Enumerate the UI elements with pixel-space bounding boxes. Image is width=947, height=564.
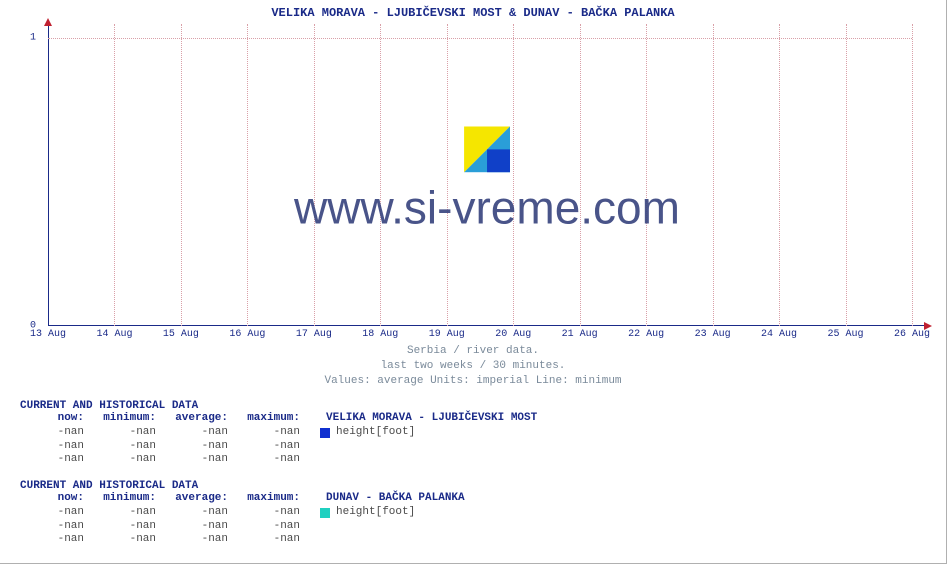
x-axis (48, 325, 926, 326)
data-cell: -nan (236, 506, 308, 520)
gridline-v (447, 24, 448, 326)
col-average: average: (164, 492, 236, 506)
gridline-h (48, 38, 912, 39)
title-left: VELIKA MORAVA - LJUBIČEVSKI MOST (271, 6, 501, 20)
data-cell: -nan (92, 520, 164, 534)
data-row: -nan-nan-nan-nan (20, 520, 465, 534)
gridline-v (247, 24, 248, 326)
data-cell: -nan (20, 440, 92, 454)
series-label-text: height[foot] (336, 506, 415, 520)
data-cell: -nan (20, 506, 92, 520)
data-cell: -nan (164, 520, 236, 534)
section-1-header-row: now: minimum: average: maximum: VELIKA M… (20, 412, 537, 426)
title-sep: & (502, 6, 524, 20)
gridline-v (580, 24, 581, 326)
data-cell: -nan (20, 426, 92, 440)
col-minimum: minimum: (92, 412, 164, 426)
gridline-v (646, 24, 647, 326)
data-cell: -nan (92, 453, 164, 467)
data-section-1: CURRENT AND HISTORICAL DATA now: minimum… (20, 400, 537, 467)
x-tick-label: 14 Aug (96, 329, 132, 340)
data-cell: -nan (236, 426, 308, 440)
logo-svg (464, 126, 510, 172)
data-cell: -nan (20, 453, 92, 467)
data-cell: -nan (236, 440, 308, 454)
data-cell: -nan (236, 533, 308, 547)
data-cell: -nan (164, 440, 236, 454)
y-axis-arrow-icon (44, 18, 52, 26)
x-tick-label: 19 Aug (429, 329, 465, 340)
x-tick-label: 21 Aug (562, 329, 598, 340)
data-cell: -nan (164, 426, 236, 440)
section-1-station: VELIKA MORAVA - LJUBIČEVSKI MOST (326, 412, 537, 426)
data-row: -nan-nan-nan-nan (20, 453, 537, 467)
logo-icon (464, 126, 510, 172)
gridline-v (181, 24, 182, 326)
data-cell: -nan (20, 533, 92, 547)
data-cell: -nan (92, 506, 164, 520)
watermark: www.si-vreme.com (294, 126, 680, 234)
data-cell: -nan (20, 520, 92, 534)
y-tick-label: 1 (30, 33, 36, 44)
data-cell: -nan (164, 506, 236, 520)
chart-captions: Serbia / river data. last two weeks / 30… (0, 344, 946, 389)
x-tick-label: 24 Aug (761, 329, 797, 340)
gridline-v (314, 24, 315, 326)
data-cell: -nan (92, 533, 164, 547)
x-tick-label: 18 Aug (362, 329, 398, 340)
x-tick-label: 16 Aug (229, 329, 265, 340)
data-row: -nan-nan-nan-nanheight[foot] (20, 506, 465, 520)
data-cell: -nan (164, 453, 236, 467)
x-tick-label: 25 Aug (828, 329, 864, 340)
x-tick-label: 23 Aug (695, 329, 731, 340)
series-label: height[foot] (320, 506, 415, 520)
series-marker-icon (320, 428, 330, 438)
caption-line-1: Serbia / river data. (0, 344, 946, 359)
col-maximum: maximum: (236, 412, 308, 426)
col-now: now: (20, 492, 92, 506)
section-1-title: CURRENT AND HISTORICAL DATA (20, 400, 537, 412)
gridline-v (713, 24, 714, 326)
x-tick-label: 15 Aug (163, 329, 199, 340)
gridline-v (846, 24, 847, 326)
col-maximum: maximum: (236, 492, 308, 506)
data-cell: -nan (164, 533, 236, 547)
col-minimum: minimum: (92, 492, 164, 506)
series-label-text: height[foot] (336, 426, 415, 440)
data-cell: -nan (236, 520, 308, 534)
data-row: -nan-nan-nan-nanheight[foot] (20, 426, 537, 440)
data-section-2: CURRENT AND HISTORICAL DATA now: minimum… (20, 480, 465, 547)
x-tick-label: 17 Aug (296, 329, 332, 340)
data-row: -nan-nan-nan-nan (20, 440, 537, 454)
y-tick-label: 0 (30, 321, 36, 332)
x-tick-label: 26 Aug (894, 329, 930, 340)
gridline-v (912, 24, 913, 326)
chart-plot-area: www.si-vreme.com 13 Aug14 Aug15 Aug16 Au… (48, 24, 926, 326)
section-2-header-row: now: minimum: average: maximum: DUNAV - … (20, 492, 465, 506)
chart-title: VELIKA MORAVA - LJUBIČEVSKI MOST & DUNAV… (0, 6, 946, 20)
data-row: -nan-nan-nan-nan (20, 533, 465, 547)
data-cell: -nan (236, 453, 308, 467)
gridline-v (114, 24, 115, 326)
series-marker-icon (320, 508, 330, 518)
x-tick-label: 20 Aug (495, 329, 531, 340)
series-label: height[foot] (320, 426, 415, 440)
section-2-title: CURRENT AND HISTORICAL DATA (20, 480, 465, 492)
x-tick-label: 22 Aug (628, 329, 664, 340)
data-cell: -nan (92, 426, 164, 440)
gridline-v (513, 24, 514, 326)
caption-line-2: last two weeks / 30 minutes. (0, 359, 946, 374)
data-cell: -nan (92, 440, 164, 454)
col-now: now: (20, 412, 92, 426)
gridline-v (380, 24, 381, 326)
y-axis (48, 24, 49, 326)
chart-frame: www.si-vreme.com VELIKA MORAVA - LJUBIČE… (0, 0, 947, 564)
col-average: average: (164, 412, 236, 426)
section-2-station: DUNAV - BAČKA PALANKA (326, 492, 465, 506)
title-right: DUNAV - BAČKA PALANKA (523, 6, 674, 20)
gridline-v (779, 24, 780, 326)
caption-line-3: Values: average Units: imperial Line: mi… (0, 374, 946, 389)
watermark-text: www.si-vreme.com (294, 181, 680, 233)
